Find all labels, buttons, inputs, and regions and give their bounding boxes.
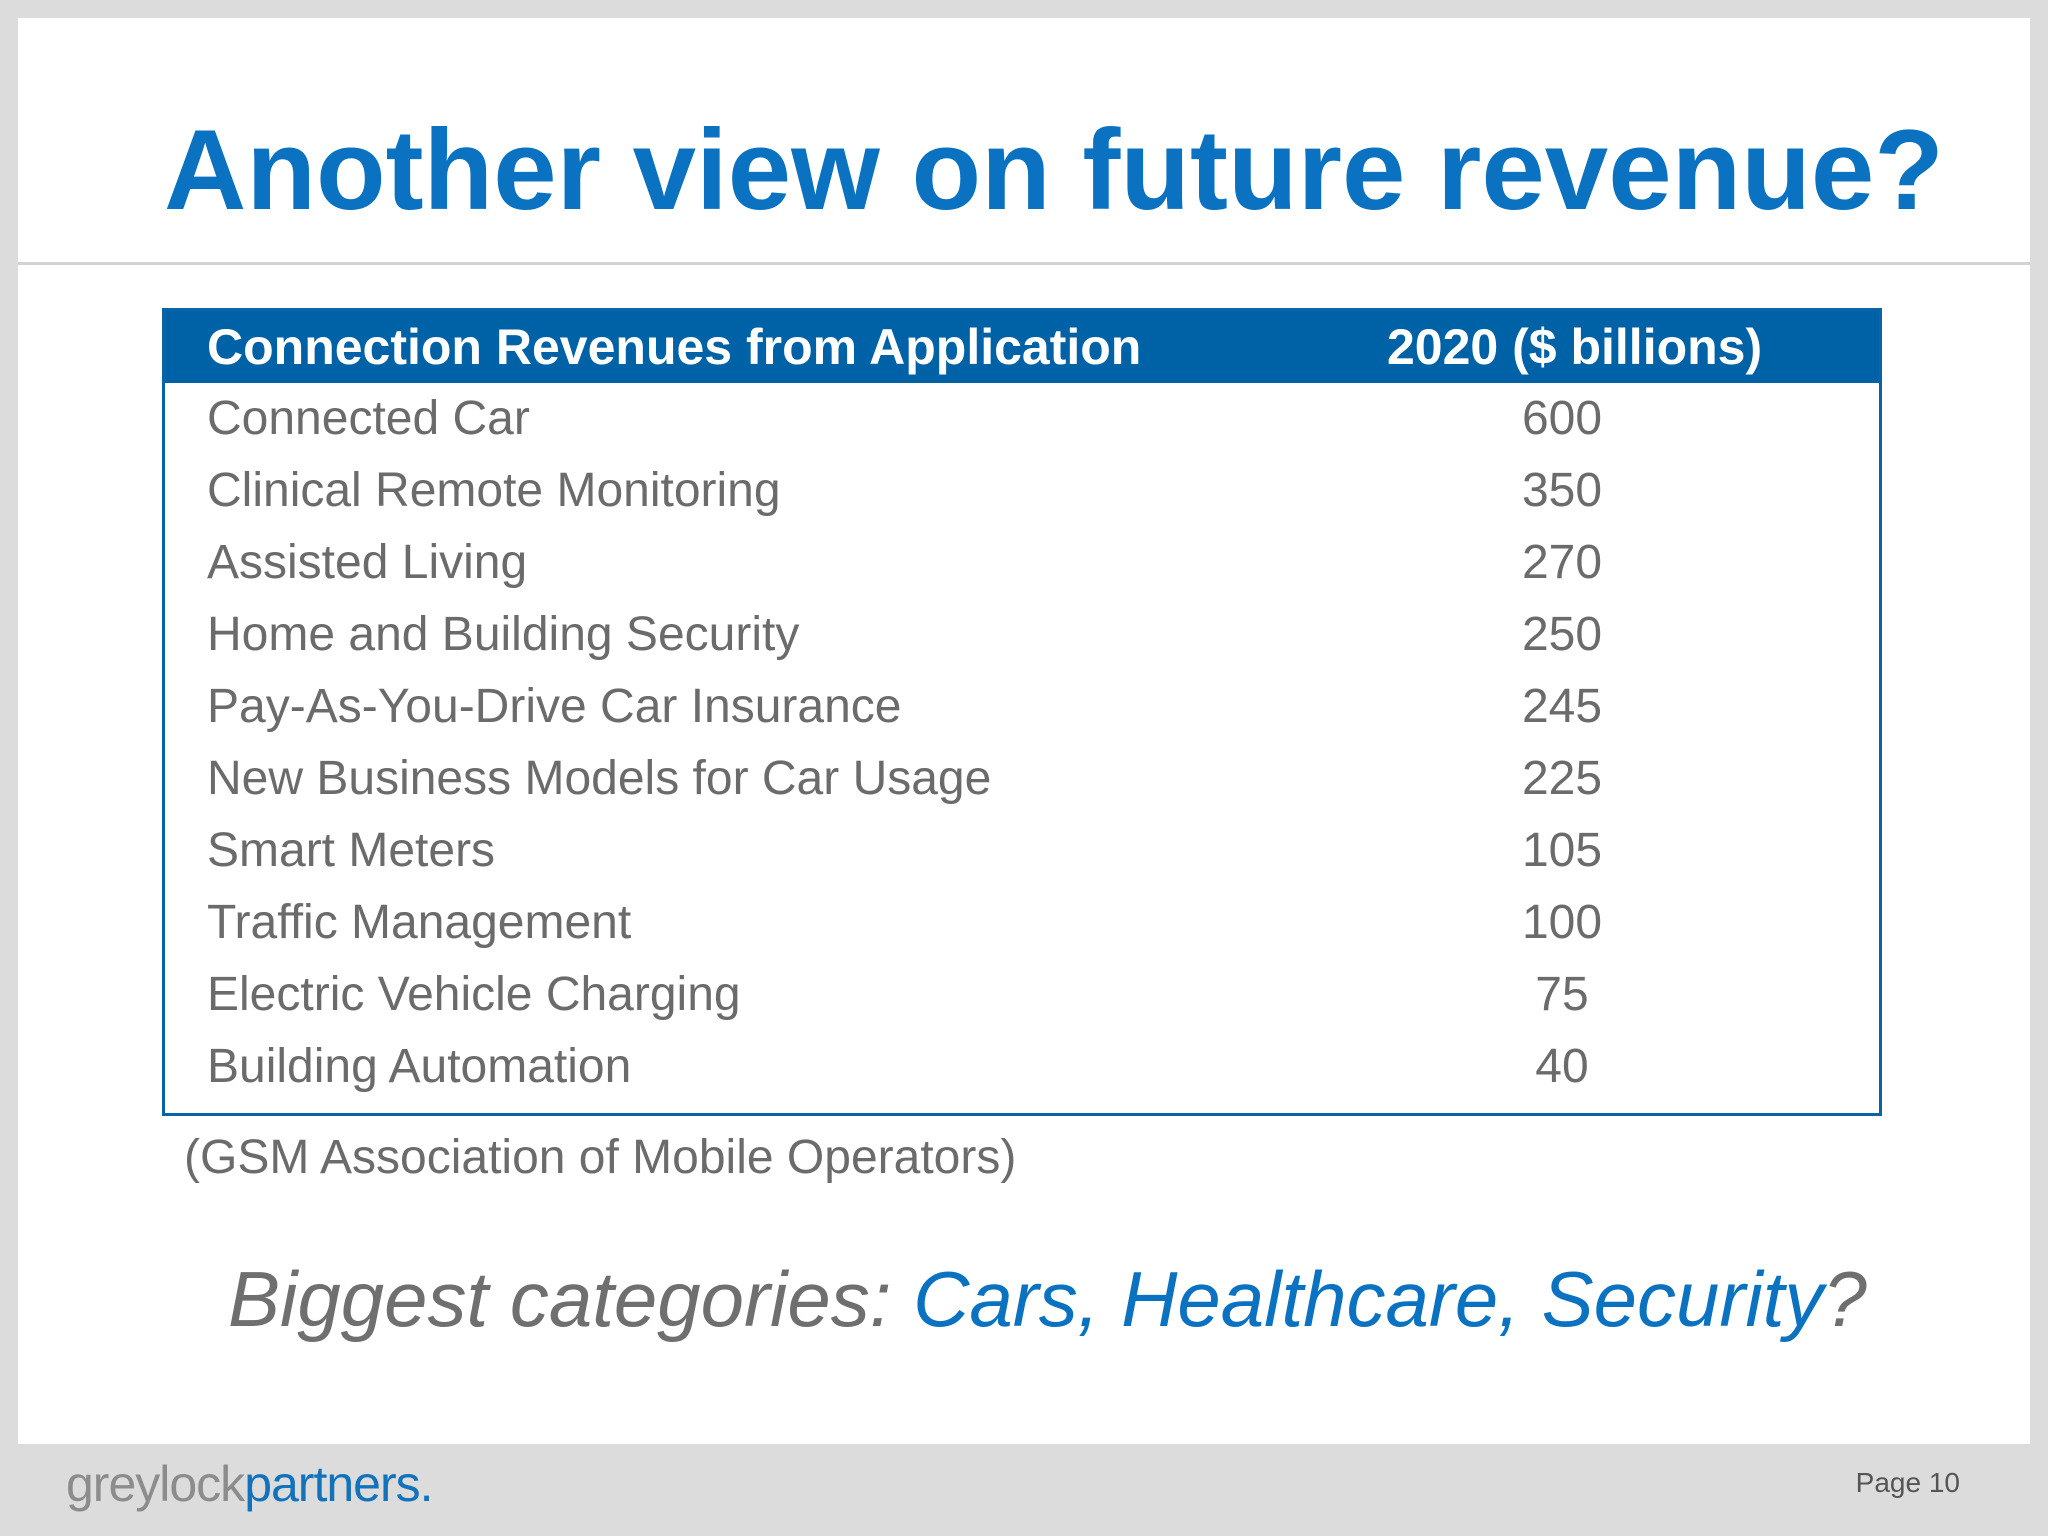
- table-row: Electric Vehicle Charging 75: [165, 959, 1879, 1031]
- row-application: Building Automation: [207, 1040, 632, 1093]
- header-value: 2020 ($ billions): [1387, 319, 1763, 375]
- source-citation: (GSM Association of Mobile Operators): [184, 1131, 1017, 1184]
- table-body: Connected Car 600 Clinical Remote Monitori…: [165, 383, 1879, 1103]
- row-application: Electric Vehicle Charging: [207, 968, 741, 1021]
- row-value: 105: [1521, 824, 1603, 877]
- table-row: Building Automation 40: [165, 1031, 1879, 1103]
- callout-lead: Biggest categories:: [228, 1255, 914, 1343]
- row-value: 350: [1521, 464, 1603, 517]
- row-value: 100: [1521, 896, 1603, 949]
- revenue-table: Connection Revenues from Application 202…: [162, 308, 1882, 1116]
- table-header: Connection Revenues from Application 202…: [165, 311, 1879, 383]
- row-application: Traffic Management: [207, 896, 632, 949]
- slide: Another view on future revenue? Connecti…: [18, 18, 2030, 1444]
- row-application: New Business Models for Car Usage: [207, 752, 992, 805]
- logo-part-greylock: greylock: [66, 1456, 245, 1512]
- row-application: Connected Car: [207, 392, 530, 445]
- table-row: Assisted Living 270: [165, 527, 1879, 599]
- table-row: New Business Models for Car Usage 225: [165, 743, 1879, 815]
- slide-title: Another view on future revenue?: [164, 107, 1944, 234]
- row-value: 245: [1521, 680, 1603, 733]
- header-application: Connection Revenues from Application: [207, 319, 1142, 375]
- callout-tail: ?: [1823, 1255, 1867, 1343]
- row-application: Smart Meters: [207, 824, 496, 877]
- logo-part-partners: partners.: [244, 1456, 433, 1512]
- table-row: Pay-As-You-Drive Car Insurance 245: [165, 671, 1879, 743]
- table-row: Home and Building Security 250: [165, 599, 1879, 671]
- table-row: Traffic Management 100: [165, 887, 1879, 959]
- row-application: Clinical Remote Monitoring: [207, 464, 781, 517]
- row-application: Assisted Living: [207, 536, 528, 589]
- row-value: 225: [1521, 752, 1603, 805]
- row-application: Home and Building Security: [207, 608, 800, 661]
- row-application: Pay-As-You-Drive Car Insurance: [207, 680, 902, 733]
- row-value: 600: [1521, 392, 1603, 445]
- row-value: 250: [1521, 608, 1603, 661]
- table-row: Connected Car 600: [165, 383, 1879, 455]
- table-row: Smart Meters 105: [165, 815, 1879, 887]
- row-value: 40: [1535, 1040, 1589, 1093]
- greylock-logo: greylockpartners.: [66, 1454, 434, 1514]
- callout-highlight: Cars, Healthcare, Security: [913, 1255, 1824, 1343]
- row-value: 75: [1535, 968, 1589, 1021]
- header-divider: [18, 262, 2030, 265]
- callout: Biggest categories: Cars, Healthcare, Se…: [228, 1254, 1867, 1344]
- table-row: Clinical Remote Monitoring 350: [165, 455, 1879, 527]
- page-number: Page 10: [1855, 1467, 1960, 1498]
- row-value: 270: [1521, 536, 1603, 589]
